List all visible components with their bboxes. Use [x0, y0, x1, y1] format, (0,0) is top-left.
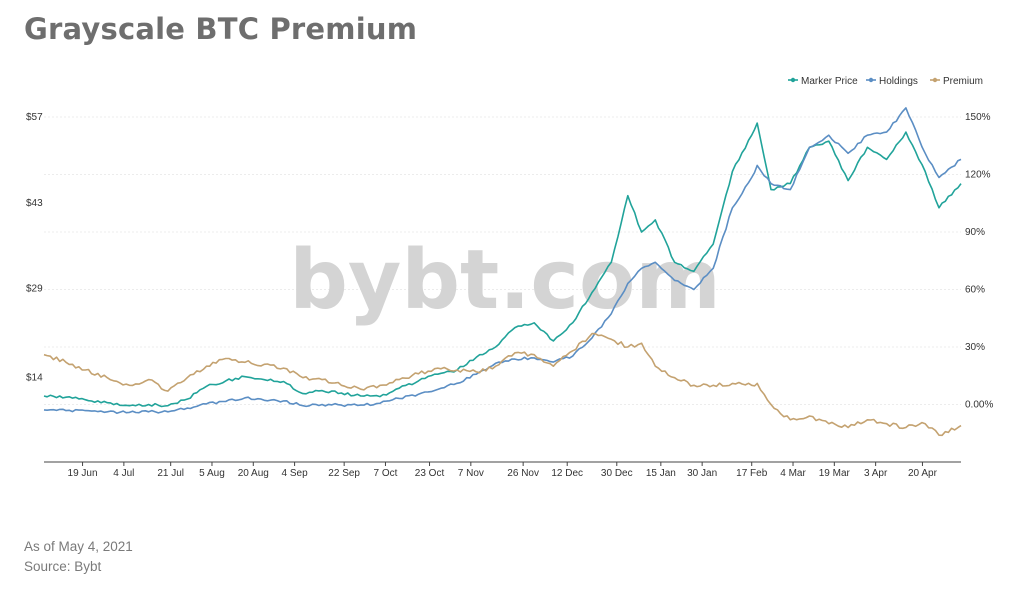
y-right-tick-label: 90% [965, 227, 985, 238]
x-tick-label: 3 Apr [864, 468, 888, 479]
x-tick-label: 19 Mar [819, 468, 851, 479]
x-tick-label: 19 Jun [68, 468, 98, 479]
x-tick-label: 26 Nov [507, 468, 539, 479]
x-tick-label: 20 Aug [238, 468, 269, 479]
x-tick-label: 7 Oct [374, 468, 398, 479]
legend-item-holdings[interactable]: Holdings [866, 76, 918, 87]
x-tick-label: 4 Mar [780, 468, 806, 479]
x-tick-label: 15 Jan [646, 468, 676, 479]
watermark: bybt.com [289, 233, 721, 328]
y-left-tick-label: $29 [26, 283, 43, 294]
x-tick-label: 30 Jan [687, 468, 717, 479]
x-tick-label: 7 Nov [458, 468, 484, 479]
y-left-tick-label: $14 [26, 372, 43, 383]
legend[interactable]: Marker Price Holdings Premium [788, 76, 983, 87]
legend-marker [932, 77, 938, 83]
y-right-tick-label: 60% [965, 285, 985, 296]
source-note: Source: Bybt [24, 559, 102, 574]
x-tick-label: 23 Oct [415, 468, 445, 479]
x-tick-label: 5 Aug [199, 468, 225, 479]
legend-marker [868, 77, 874, 83]
y-right-tick-label: 0.00% [965, 400, 993, 411]
series-line-premium [43, 332, 962, 437]
as-of-date: As of May 4, 2021 [24, 539, 133, 554]
legend-marker [790, 77, 796, 83]
legend-item-premium[interactable]: Premium [930, 76, 983, 87]
x-tick-label: 22 Sep [328, 468, 360, 479]
legend-label: Marker Price [801, 76, 858, 87]
y-left-tick-label: $43 [26, 198, 43, 209]
chart-title: Grayscale BTC Premium [24, 12, 418, 46]
x-tick-label: 4 Jul [113, 468, 134, 479]
legend-label: Premium [943, 76, 983, 87]
legend-item-marker-price[interactable]: Marker Price [788, 76, 858, 87]
legend-label: Holdings [879, 76, 918, 87]
y-right-tick-label: 150% [965, 112, 991, 123]
x-tick-label: 21 Jul [157, 468, 184, 479]
x-tick-label: 30 Dec [601, 468, 633, 479]
x-tick-label: 4 Sep [282, 468, 309, 479]
x-tick-label: 20 Apr [908, 468, 938, 479]
y-right-tick-label: 30% [965, 342, 985, 353]
grid-lines [44, 116, 961, 405]
y-right-tick-label: 120% [965, 170, 991, 181]
x-tick-label: 12 Dec [551, 468, 583, 479]
series-lines [43, 107, 962, 437]
x-tick-label: 17 Feb [736, 468, 768, 479]
axes: 0.00% 30% 60% 90% 120% 150% $14 $29 $43 $57 19 Jun… [26, 112, 993, 479]
y-left-tick-label: $57 [26, 112, 43, 123]
